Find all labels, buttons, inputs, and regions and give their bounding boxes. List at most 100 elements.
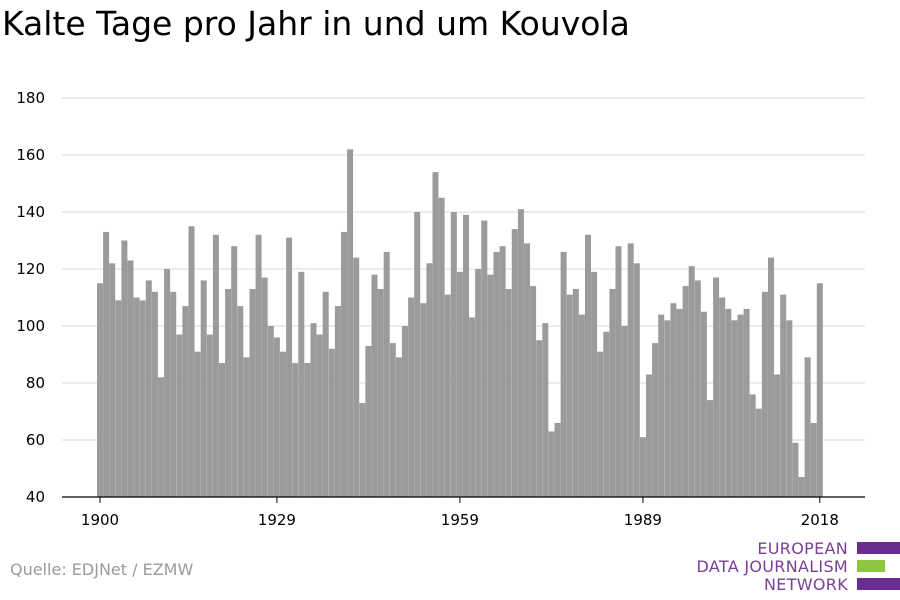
bar-1978 xyxy=(572,288,579,497)
x-tick-label: 1989 xyxy=(624,511,662,529)
bar-1907 xyxy=(139,300,146,497)
bar-1992 xyxy=(658,314,665,497)
bar-1983 xyxy=(603,331,610,497)
bar-1960 xyxy=(463,214,469,497)
bar-1979 xyxy=(578,314,585,497)
bar-2015 xyxy=(798,477,805,497)
bar-1963 xyxy=(481,220,488,498)
bar-1935 xyxy=(310,323,317,497)
bar-1941 xyxy=(347,149,354,498)
bar-1959 xyxy=(456,271,463,497)
bar-1905 xyxy=(127,260,134,497)
bar-1967 xyxy=(505,288,512,497)
bar-1964 xyxy=(487,274,494,497)
bar-1913 xyxy=(176,334,183,497)
y-tick-label: 80 xyxy=(26,374,45,392)
y-axis-ticks: 40 60 80 100 120 140 160 180 xyxy=(16,89,45,506)
bar-2009 xyxy=(761,291,768,497)
bar-1920 xyxy=(219,363,225,497)
bar-1985 xyxy=(615,246,622,497)
bar-1974 xyxy=(548,431,555,497)
y-tick-label: 160 xyxy=(16,146,45,164)
y-tick-label: 180 xyxy=(16,89,45,107)
bar-1908 xyxy=(145,280,152,497)
bar-1990 xyxy=(646,374,652,497)
bar-1931 xyxy=(286,237,293,497)
bar-1942 xyxy=(353,257,360,497)
logo-bar-bottom xyxy=(857,578,900,590)
bar-1953 xyxy=(420,303,427,497)
bar-1965 xyxy=(493,251,500,497)
bar-1945 xyxy=(371,274,378,497)
bar-1973 xyxy=(542,323,549,497)
bar-1943 xyxy=(359,402,366,497)
bar-1914 xyxy=(182,306,189,497)
bar-1975 xyxy=(554,422,561,497)
bar-1937 xyxy=(322,291,329,497)
x-tick-label: 1929 xyxy=(258,511,296,529)
bar-2006 xyxy=(743,308,750,497)
bar-1900 xyxy=(97,283,103,497)
bar-1902 xyxy=(109,263,116,497)
bar-2012 xyxy=(780,294,787,497)
bar-1958 xyxy=(450,212,457,497)
bar-2005 xyxy=(737,314,744,497)
logo-text-line-3: NETWORK xyxy=(764,575,848,594)
bar-1999 xyxy=(700,311,707,497)
bar-1944 xyxy=(365,345,372,497)
logo-text-line-1: EUROPEAN xyxy=(757,539,848,558)
bar-1924 xyxy=(243,357,250,497)
bar-1970 xyxy=(524,243,530,497)
bar-1923 xyxy=(237,306,244,497)
bar-1952 xyxy=(414,212,421,497)
bar-2008 xyxy=(755,408,762,497)
bar-1904 xyxy=(121,240,128,497)
bar-1934 xyxy=(304,363,311,497)
bar-1961 xyxy=(469,317,476,497)
y-tick-label: 120 xyxy=(16,260,45,278)
bar-1910 xyxy=(158,377,164,497)
bar-1994 xyxy=(670,303,677,497)
bar-1984 xyxy=(609,288,616,497)
bar-1971 xyxy=(530,286,537,497)
y-tick-label: 140 xyxy=(16,203,45,221)
bar-1922 xyxy=(231,246,238,497)
x-tick-label: 1959 xyxy=(441,511,479,529)
bar-1981 xyxy=(591,271,598,497)
bar-1936 xyxy=(316,334,323,497)
bar-1957 xyxy=(444,294,451,497)
bar-2017 xyxy=(810,422,817,497)
bar-2001 xyxy=(713,277,720,497)
bar-2002 xyxy=(719,297,726,497)
bar-1962 xyxy=(475,269,482,497)
y-tick-label: 40 xyxy=(26,488,45,506)
bar-1998 xyxy=(694,280,701,497)
bar-1916 xyxy=(194,351,201,497)
bar-1977 xyxy=(566,294,573,497)
bar-1911 xyxy=(164,269,171,497)
bar-1976 xyxy=(560,251,567,497)
bar-1939 xyxy=(334,306,341,497)
bar-1972 xyxy=(536,340,543,497)
bar-1930 xyxy=(280,351,286,497)
bar-1926 xyxy=(255,234,262,498)
x-tick-label: 2018 xyxy=(801,511,839,529)
bar-1991 xyxy=(652,343,659,497)
source-note: Quelle: EDJNet / EZMW xyxy=(10,560,194,579)
bar-1946 xyxy=(377,288,384,497)
bar-2007 xyxy=(749,394,756,497)
bar-1987 xyxy=(627,243,634,497)
logo-bar-middle xyxy=(857,560,885,572)
bar-1995 xyxy=(676,308,683,497)
bar-1909 xyxy=(151,291,158,497)
bar-1906 xyxy=(133,297,140,497)
bar-1948 xyxy=(389,343,396,497)
bar-1921 xyxy=(225,288,232,497)
bar-1927 xyxy=(261,277,268,497)
bar-1938 xyxy=(328,348,335,497)
bar-1951 xyxy=(408,297,415,497)
bar-2003 xyxy=(725,308,732,497)
bar-2010 xyxy=(768,257,774,497)
edjnet-logo: EUROPEAN DATA JOURNALISM NETWORK xyxy=(697,538,900,598)
bar-1903 xyxy=(115,300,122,497)
